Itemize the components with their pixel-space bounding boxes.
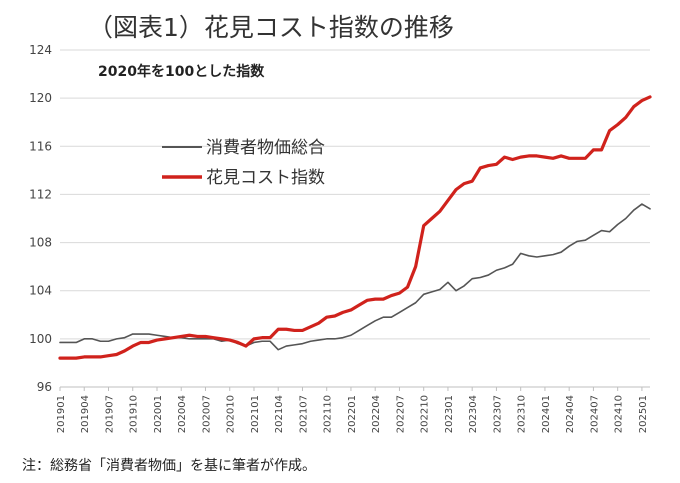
grid-lines [60,49,650,388]
x-tick-label: 202204 [371,395,382,433]
x-tick-label: 202004 [177,395,188,433]
x-tick-label: 202207 [395,395,406,433]
source-note: 注：総務省「消費者物価」を基に筆者が作成。 [22,458,316,474]
x-tick-label: 202310 [517,395,528,433]
series-lines [58,95,652,360]
y-tick-label: 108 [29,236,52,250]
series-line-cpi [59,203,651,351]
x-tick-label: 202410 [614,395,625,433]
x-tick-label: 202101 [250,395,261,433]
x-tick-label: 202001 [153,395,164,433]
x-tick-label: 202104 [274,395,285,433]
x-tick-label: 202107 [298,395,309,433]
y-tick-label: 120 [29,91,52,105]
series-line-hanami [58,95,652,360]
x-tick-label: 202407 [589,395,600,433]
x-tick-label: 202501 [638,395,649,433]
x-tick-label: 202110 [323,395,334,433]
x-tick-label: 201901 [56,395,67,433]
x-tick-label: 202201 [347,395,358,433]
x-tick-label: 201904 [80,395,91,433]
x-tick-labels: 201901 201904 201907 201910 202001 202004 2020… [56,387,649,433]
x-tick-label: 202210 [420,395,431,433]
x-tick-label: 201910 [129,395,140,433]
y-tick-label: 96 [37,380,52,394]
y-tick-label: 104 [29,284,52,298]
x-tick-label: 202010 [226,395,237,433]
chart-subtitle: 2020年を100とした指数 [98,64,265,80]
chart-title: （図表1）花見コスト指数の推移 [88,13,454,42]
x-tick-label: 202404 [565,395,576,433]
x-tick-label: 202401 [541,395,552,433]
x-tick-label: 202307 [492,395,503,433]
y-tick-label: 124 [29,43,52,57]
x-tick-label: 202301 [444,395,455,433]
y-tick-label: 100 [29,332,52,346]
y-tick-label: 116 [29,139,52,153]
y-tick-labels: 96 100 104 108 112 116 120 124 [29,43,52,394]
legend-label-cpi: 消費者物価総合 [206,138,325,158]
x-tick-label: 201907 [104,395,115,433]
x-tick-label: 202007 [201,395,212,433]
y-tick-label: 112 [29,187,52,201]
legend-label-hanami: 花見コスト指数 [206,168,325,188]
x-tick-label: 202304 [468,395,479,433]
